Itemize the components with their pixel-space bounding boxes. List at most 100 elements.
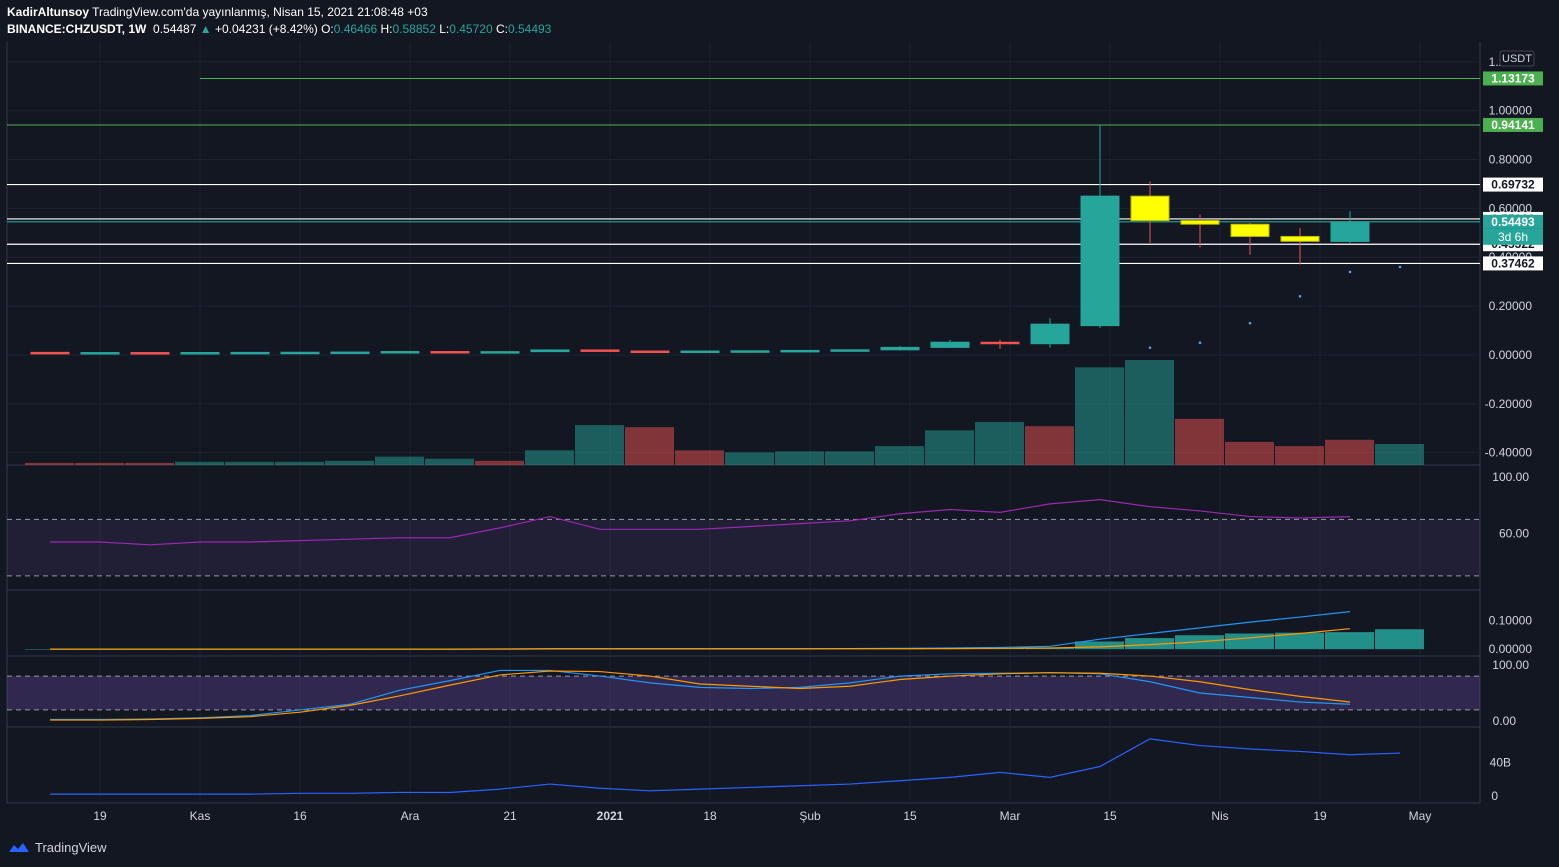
- level-price-label: 0.94141: [1491, 118, 1535, 132]
- open-label: O:: [321, 22, 334, 36]
- macd-histogram-bar: [1375, 629, 1424, 650]
- footer-brand: TradingView: [35, 840, 107, 855]
- currency-box: [1499, 50, 1535, 67]
- volume-bar: [1225, 441, 1274, 465]
- candle-body: [280, 351, 320, 355]
- x-tick-label: Kas: [190, 809, 211, 823]
- volume-bar: [725, 452, 774, 465]
- candle-body: [830, 349, 870, 352]
- y-tick-label: 0.00000: [1489, 348, 1533, 362]
- volume-bar: [875, 446, 924, 465]
- x-tick-label: 2021: [597, 809, 624, 823]
- x-tick-label: 19: [93, 809, 107, 823]
- macd-tick-label: 0.00000: [1489, 642, 1533, 656]
- volume-bar: [575, 425, 624, 465]
- x-tick-label: Ara: [401, 809, 420, 823]
- low-label: L:: [439, 22, 450, 36]
- candle-body: [880, 346, 920, 351]
- candle-body: [1080, 195, 1120, 327]
- candle-body: [30, 351, 70, 355]
- volume-bar: [425, 458, 474, 465]
- currency-label: USDT: [1502, 53, 1532, 65]
- stoch-k-line: [50, 669, 1351, 721]
- x-tick-label: Şub: [799, 809, 821, 823]
- rsi-band-fill: [7, 519, 1480, 576]
- x-tick-label: 21: [503, 809, 517, 823]
- volume-bar: [1175, 418, 1224, 465]
- price-change: +0.04231 (+8.42%): [214, 22, 318, 36]
- level-price-badge: [1483, 214, 1543, 229]
- macd-histogram-bar: [1075, 641, 1124, 650]
- x-tick-label: May: [1409, 809, 1432, 823]
- symbol-label[interactable]: BINANCE:CHZUSDT, 1W: [7, 22, 147, 36]
- volume-bar: [225, 461, 274, 465]
- x-tick-label: 19: [1313, 809, 1327, 823]
- volume-bar: [1075, 367, 1124, 465]
- psar-dot: [1348, 270, 1352, 274]
- volume-bar: [975, 421, 1024, 465]
- level-price-badge: [1483, 71, 1543, 86]
- macd-histogram-bar: [25, 649, 74, 650]
- candle-body: [630, 350, 670, 354]
- triangle-up-icon: ▲: [199, 22, 212, 36]
- volume-bar: [175, 461, 224, 465]
- volume-bar: [825, 451, 874, 465]
- candle-body: [230, 351, 270, 355]
- stoch-d-line: [50, 670, 1351, 721]
- x-tick-label: Nis: [1211, 809, 1228, 823]
- psar-dot: [1398, 265, 1402, 269]
- rsi-line: [50, 499, 1351, 546]
- candle-body: [480, 351, 520, 354]
- candle-body: [130, 352, 170, 355]
- candle-body: [430, 351, 470, 354]
- level-price-badge: [1483, 117, 1543, 132]
- author-name[interactable]: KadirAltunsoy: [7, 5, 90, 19]
- macd-histogram-bar: [1125, 638, 1174, 650]
- volume-bar: [125, 462, 174, 465]
- x-tick-label: 16: [293, 809, 307, 823]
- volume-bar: [625, 427, 674, 465]
- close-label: C:: [495, 22, 508, 36]
- volume-bar: [475, 460, 524, 465]
- chart-canvas[interactable]: 19Kas16Ara21202118Şub15Mar15Nis19May1.20…: [0, 0, 1559, 835]
- obv-pane-bg: [7, 728, 1480, 803]
- countdown-label: 3d 6h: [1498, 230, 1528, 244]
- psar-dot: [1248, 321, 1252, 325]
- candle-body: [680, 350, 720, 354]
- macd-tick-label: 0.10000: [1489, 614, 1533, 628]
- stoch-tick-label: 100.00: [1492, 658, 1529, 672]
- candle-body: [80, 352, 120, 355]
- low-value: 0.45720: [449, 22, 493, 36]
- x-tick-label: Mar: [1000, 809, 1021, 823]
- close-value: 0.54493: [507, 22, 552, 36]
- volume-bar: [1325, 439, 1374, 465]
- candle-body: [930, 341, 970, 348]
- psar-dot: [1198, 341, 1202, 345]
- y-tick-label: 1.00000: [1489, 104, 1533, 118]
- volume-bar: [1025, 426, 1074, 465]
- candle-body: [380, 351, 420, 354]
- volume-bar: [1125, 360, 1174, 465]
- candle-body: [580, 349, 620, 352]
- candle-body: [730, 350, 770, 353]
- volume-bar: [375, 456, 424, 465]
- publish-info: TradingView.com'da yayınlanmış, Nisan 15…: [92, 5, 428, 19]
- level-price-badge: [1483, 256, 1543, 271]
- x-tick-label: 15: [1103, 809, 1117, 823]
- candle-body: [1330, 221, 1370, 242]
- candle-body: [1130, 195, 1170, 222]
- y-tick-label: 0.80000: [1489, 152, 1533, 166]
- y-tick-label: 0.60000: [1489, 201, 1533, 215]
- open-value: 0.46466: [333, 22, 378, 36]
- rsi-tick-label: 60.00: [1499, 527, 1529, 541]
- y-tick-label: -0.40000: [1485, 446, 1533, 460]
- volume-bar: [25, 462, 74, 465]
- x-tick-label: 15: [903, 809, 917, 823]
- y-tick-label: 0.20000: [1489, 299, 1533, 313]
- level-price-label: 0.54493: [1491, 215, 1535, 229]
- macd-histogram-bar: [1325, 632, 1374, 650]
- volume-bar: [925, 430, 974, 465]
- volume-bar: [1375, 444, 1424, 465]
- tradingview-logo-icon: [9, 842, 29, 852]
- candle-body: [1280, 235, 1320, 242]
